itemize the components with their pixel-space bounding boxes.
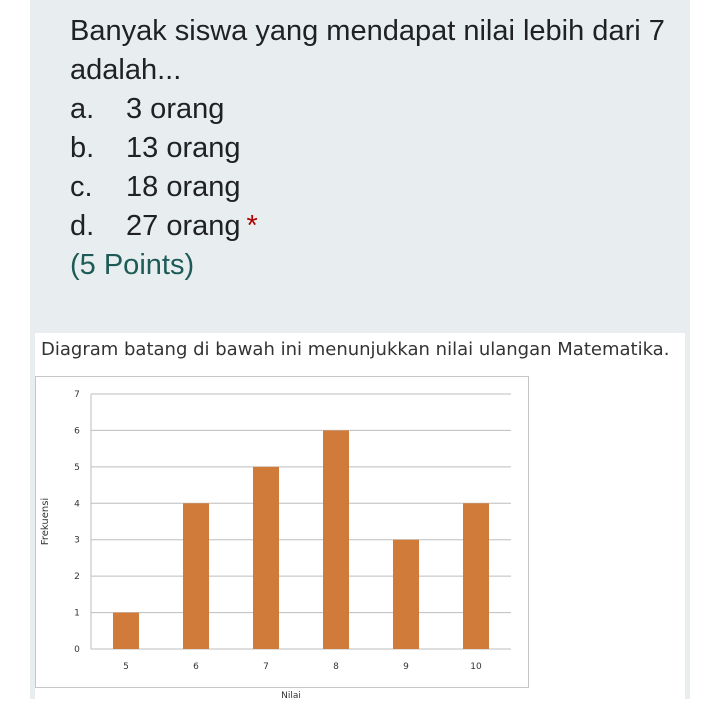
option-b[interactable]: b. 13 orang xyxy=(70,129,670,168)
x-tick-label: 5 xyxy=(123,662,129,672)
bar xyxy=(323,430,349,649)
y-tick-label: 5 xyxy=(74,463,80,473)
question-image: Diagram batang di bawah ini menunjukkan … xyxy=(35,333,685,701)
bar xyxy=(183,503,209,649)
x-tick-label: 9 xyxy=(403,662,409,672)
y-tick-label: 3 xyxy=(74,536,80,546)
bar-chart: 0 1 2 3 4 5 6 7 5 6 7 8 9 10 Frekuensi Nilai xyxy=(35,376,529,701)
image-caption: Diagram batang di bawah ini menunjukkan … xyxy=(41,339,670,360)
y-tick-label: 6 xyxy=(74,426,80,436)
option-a[interactable]: a. 3 orang xyxy=(70,90,670,129)
x-tick-label: 7 xyxy=(263,662,269,672)
y-tick-label: 2 xyxy=(74,572,80,582)
bar xyxy=(253,466,279,649)
y-tick-label: 1 xyxy=(74,609,80,619)
points-label: (5 Points) xyxy=(70,249,195,281)
y-tick-label: 0 xyxy=(74,645,80,655)
x-tick-label: 6 xyxy=(193,662,199,672)
x-tick-label: 8 xyxy=(333,662,339,672)
y-axis-label: Frekuensi xyxy=(40,498,51,545)
option-label: 18 orang xyxy=(126,171,241,203)
bar-chart-svg: 0 1 2 3 4 5 6 7 5 6 7 8 9 10 Frekuensi Nilai xyxy=(40,390,511,701)
option-label: 3 orang xyxy=(126,93,225,125)
option-letter: a. xyxy=(70,93,95,125)
option-c[interactable]: c. 18 orang xyxy=(70,168,670,207)
bar xyxy=(393,539,419,649)
option-label: 13 orang xyxy=(126,132,241,164)
question-title: Banyak siswa yang mendapat nilai lebih d… xyxy=(70,15,665,86)
option-letter: d. xyxy=(70,210,95,242)
option-d[interactable]: d. 27 orang * xyxy=(70,207,670,246)
required-mark: * xyxy=(246,210,258,242)
question-block: Banyak siswa yang mendapat nilai lebih d… xyxy=(70,12,670,285)
x-axis-label: Nilai xyxy=(281,691,301,701)
bar xyxy=(463,503,489,649)
y-tick-label: 4 xyxy=(74,499,80,509)
x-tick-label: 10 xyxy=(470,662,482,672)
option-label: 27 orang xyxy=(126,210,241,242)
option-letter: c. xyxy=(70,171,93,203)
option-letter: b. xyxy=(70,132,95,164)
y-tick-label: 7 xyxy=(74,390,80,400)
bar xyxy=(113,612,139,649)
